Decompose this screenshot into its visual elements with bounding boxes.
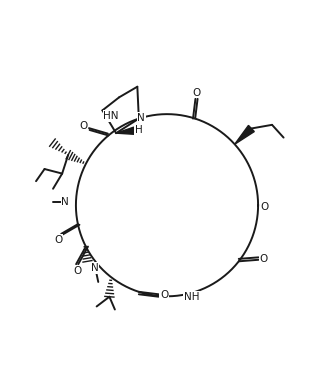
Polygon shape bbox=[235, 125, 254, 144]
Text: NH: NH bbox=[184, 292, 200, 302]
Text: O: O bbox=[160, 290, 168, 300]
Text: N: N bbox=[137, 113, 145, 123]
Text: O: O bbox=[79, 121, 88, 131]
Text: N: N bbox=[91, 263, 99, 273]
Text: O: O bbox=[73, 266, 81, 276]
Text: O: O bbox=[260, 254, 268, 264]
Text: N: N bbox=[61, 197, 69, 207]
Text: O: O bbox=[54, 235, 62, 245]
Text: H: H bbox=[135, 125, 143, 135]
Text: O: O bbox=[261, 202, 269, 212]
Polygon shape bbox=[116, 127, 135, 134]
Text: O: O bbox=[193, 88, 201, 98]
Text: HN: HN bbox=[104, 111, 119, 121]
